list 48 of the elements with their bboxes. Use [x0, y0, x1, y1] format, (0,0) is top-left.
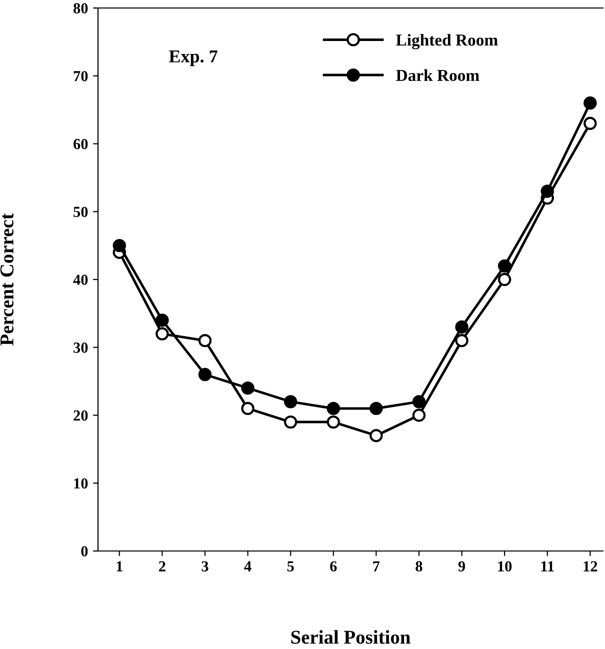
- x-tick-label: 6: [330, 561, 337, 572]
- point: [241, 402, 254, 416]
- x-tick-label: 1: [116, 561, 122, 572]
- point: [241, 382, 254, 395]
- point: [326, 402, 340, 416]
- point: [326, 415, 340, 429]
- point: [412, 395, 426, 408]
- y-tick-label: 50: [74, 206, 88, 218]
- x-tick-label: 7: [373, 561, 380, 572]
- y-tick-label: 20: [74, 410, 88, 421]
- x-tick-label: 5: [287, 561, 294, 572]
- point: [498, 259, 512, 273]
- x-axis-title: Serial Position: [291, 630, 410, 644]
- x-tick-label: 2: [159, 561, 166, 572]
- x-tick-label: 10: [498, 561, 512, 572]
- annotation: Exp. 7: [169, 50, 218, 66]
- point: [584, 116, 597, 130]
- point: [498, 272, 512, 286]
- x-tick-label: 8: [416, 561, 422, 572]
- y-tick-label: 60: [74, 138, 88, 150]
- x-tick-label: 12: [584, 561, 598, 572]
- point: [156, 327, 169, 340]
- y-tick-label: 30: [74, 342, 88, 353]
- y-tick-label: 70: [74, 71, 88, 82]
- point: [540, 184, 554, 198]
- point: [156, 314, 169, 327]
- x-tick-label: 11: [541, 561, 554, 572]
- point: [198, 368, 212, 382]
- y-tick-label: 10: [74, 478, 88, 489]
- point: [584, 96, 597, 110]
- point: [112, 238, 126, 252]
- point: [370, 402, 383, 416]
- legend-label: Lighted Room: [396, 34, 498, 50]
- x-tick-label: 9: [458, 561, 466, 572]
- point: [455, 320, 468, 334]
- point: [284, 415, 298, 429]
- point: [284, 395, 298, 408]
- y-axis-title: Percent Correct: [0, 213, 14, 346]
- y-tick-label: 80: [74, 3, 88, 14]
- y-tick-label: 0: [81, 546, 88, 556]
- x-tick-label: 4: [244, 561, 252, 572]
- y-tick-label: 40: [73, 274, 88, 285]
- point: [455, 334, 468, 348]
- x-tick-label: 3: [202, 561, 208, 572]
- point: [412, 408, 426, 422]
- point: [370, 429, 383, 442]
- legend-label: Dark Room: [396, 69, 480, 82]
- point: [198, 334, 212, 348]
